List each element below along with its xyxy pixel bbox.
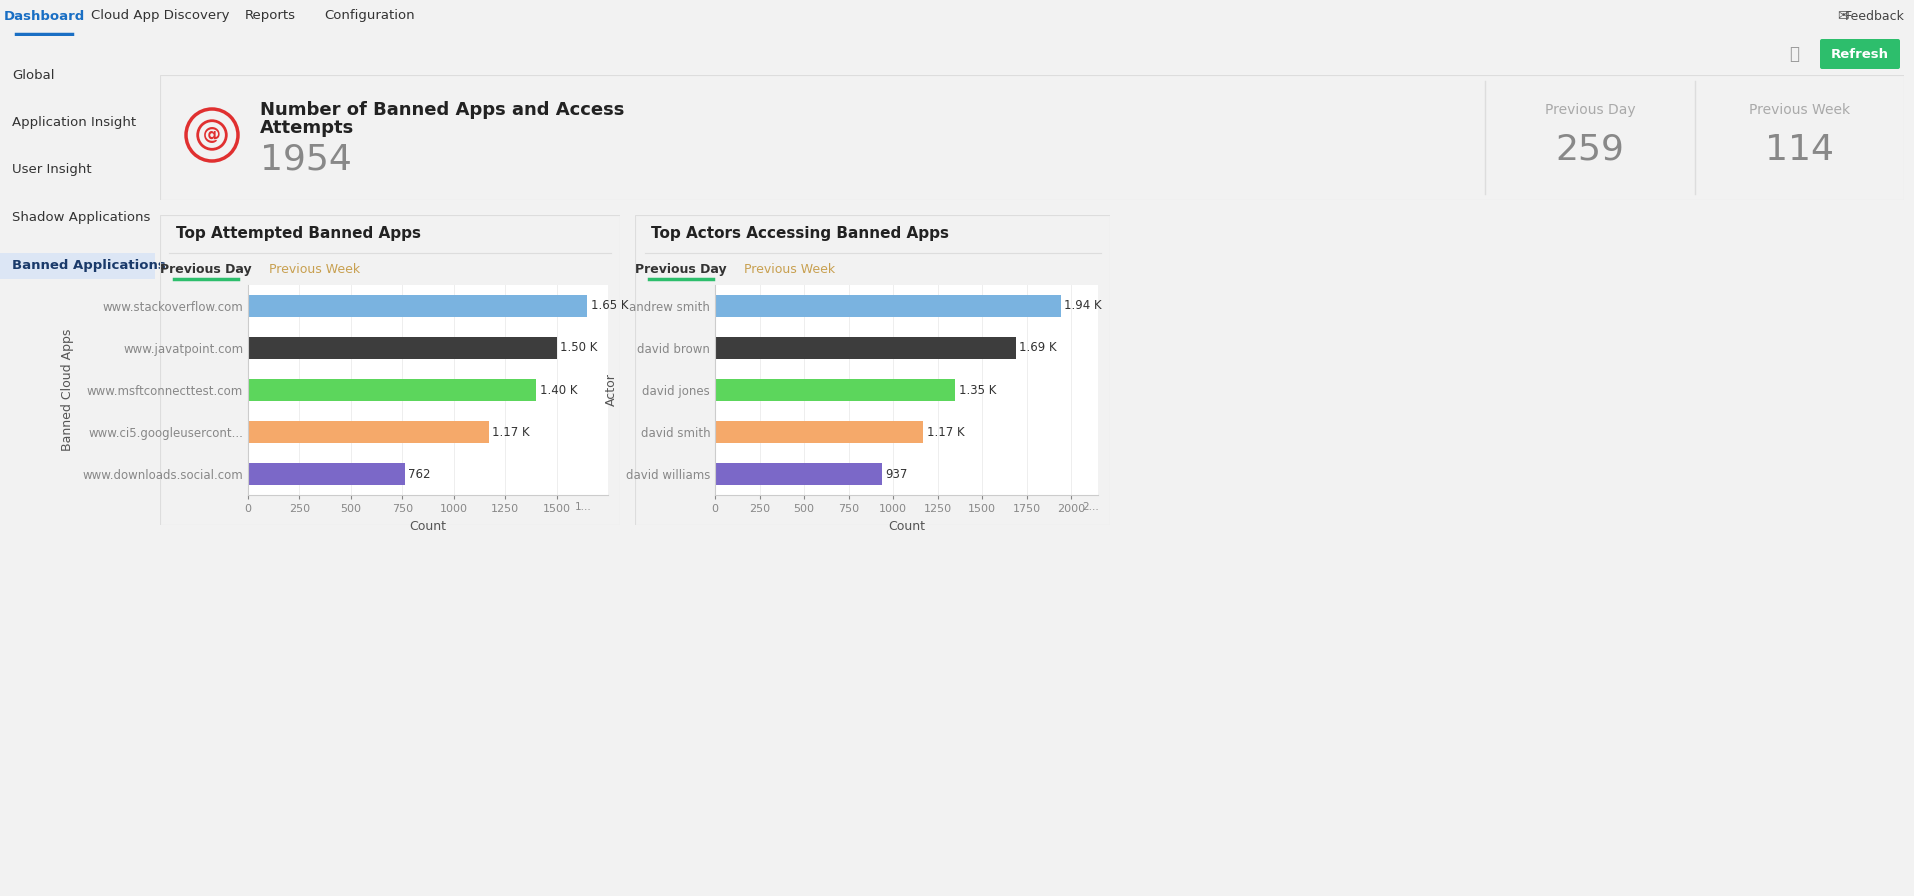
Text: ⓘ: ⓘ	[1790, 45, 1799, 63]
Text: Reports: Reports	[245, 10, 295, 22]
Text: Refresh: Refresh	[1832, 47, 1889, 61]
Bar	[0, 253, 155, 279]
Text: Previous Day: Previous Day	[1545, 103, 1635, 117]
Bar	[716, 463, 882, 486]
Text: 1.65 K: 1.65 K	[591, 299, 628, 312]
Text: Banned Applications: Banned Applications	[11, 260, 167, 272]
Bar	[249, 295, 588, 316]
FancyBboxPatch shape	[1820, 39, 1901, 69]
Bar	[249, 337, 557, 358]
Text: 1...: 1...	[574, 503, 591, 513]
Text: User Insight: User Insight	[11, 163, 92, 177]
Bar	[249, 421, 488, 444]
Text: 1.69 K: 1.69 K	[1020, 341, 1057, 354]
Text: ✉: ✉	[1837, 9, 1849, 23]
Text: 2...: 2...	[1081, 503, 1099, 513]
Bar	[716, 379, 955, 401]
Text: 1.40 K: 1.40 K	[540, 383, 578, 397]
Text: 1.50 K: 1.50 K	[561, 341, 597, 354]
X-axis label: Count: Count	[410, 520, 446, 532]
Text: 1.17 K: 1.17 K	[492, 426, 530, 439]
Text: 259: 259	[1556, 133, 1625, 167]
Text: 762: 762	[408, 468, 431, 481]
Text: Previous Week: Previous Week	[745, 263, 836, 275]
Text: Previous Week: Previous Week	[1749, 103, 1851, 117]
Text: Number of Banned Apps and Access: Number of Banned Apps and Access	[260, 101, 624, 119]
Text: 1.35 K: 1.35 K	[959, 383, 995, 397]
Text: 937: 937	[884, 468, 907, 481]
Bar	[249, 379, 536, 401]
Text: Attempts: Attempts	[260, 119, 354, 137]
Text: 114: 114	[1765, 133, 1834, 167]
Text: 1.94 K: 1.94 K	[1064, 299, 1101, 312]
Bar	[249, 463, 404, 486]
Text: @: @	[203, 126, 220, 144]
Text: Previous Day: Previous Day	[161, 263, 253, 275]
Y-axis label: Actor: Actor	[605, 374, 618, 407]
Y-axis label: Banned Cloud Apps: Banned Cloud Apps	[61, 329, 75, 452]
Text: Global: Global	[11, 70, 54, 82]
Text: Previous Week: Previous Week	[270, 263, 360, 275]
Bar	[716, 337, 1016, 358]
Text: Shadow Applications: Shadow Applications	[11, 211, 151, 223]
Text: Previous Day: Previous Day	[635, 263, 727, 275]
Text: Feedback: Feedback	[1845, 10, 1904, 22]
Text: Cloud App Discovery: Cloud App Discovery	[90, 10, 230, 22]
Text: Top Attempted Banned Apps: Top Attempted Banned Apps	[176, 226, 421, 240]
X-axis label: Count: Count	[888, 520, 924, 532]
Text: Top Actors Accessing Banned Apps: Top Actors Accessing Banned Apps	[651, 226, 949, 240]
Text: Application Insight: Application Insight	[11, 116, 136, 130]
Text: 1954: 1954	[260, 143, 352, 177]
Text: 1.17 K: 1.17 K	[926, 426, 965, 439]
Text: Dashboard: Dashboard	[4, 10, 84, 22]
Bar	[716, 421, 923, 444]
Text: Configuration: Configuration	[325, 10, 415, 22]
Bar	[716, 295, 1060, 316]
